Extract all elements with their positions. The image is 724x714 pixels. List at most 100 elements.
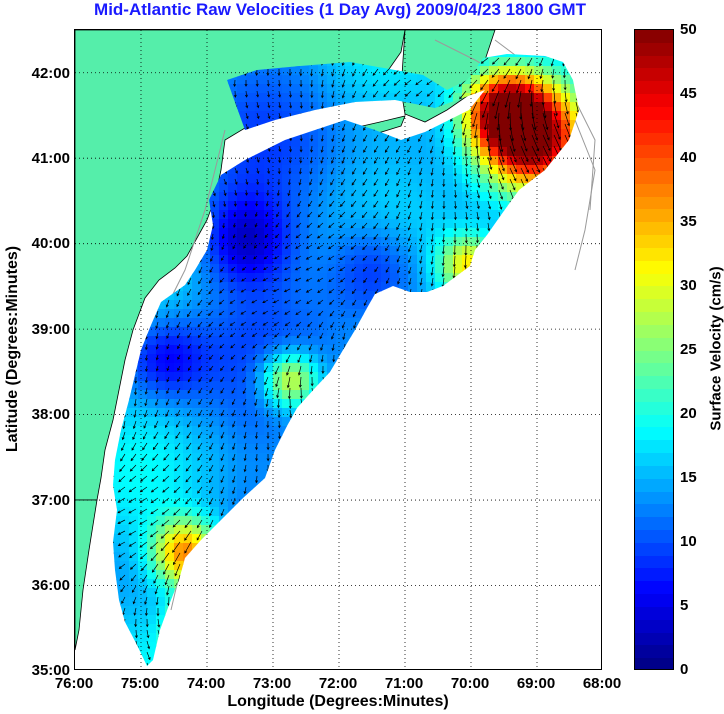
speed-cell	[489, 273, 499, 283]
speed-cell	[282, 561, 292, 571]
speed-cell	[156, 606, 166, 616]
speed-cell	[300, 174, 310, 184]
speed-cell	[390, 300, 400, 310]
speed-cell	[174, 606, 184, 616]
speed-cell	[552, 534, 562, 544]
speed-cell	[435, 93, 445, 103]
speed-cell	[282, 156, 292, 166]
speed-cell	[453, 579, 463, 589]
speed-cell	[552, 489, 562, 499]
speed-cell	[309, 579, 319, 589]
speed-cell	[282, 606, 292, 616]
speed-cell	[597, 291, 602, 301]
speed-cell	[273, 282, 283, 292]
speed-cell	[300, 579, 310, 589]
speed-cell	[408, 237, 418, 247]
speed-cell	[300, 615, 310, 625]
speed-cell	[300, 543, 310, 553]
speed-cell	[345, 282, 355, 292]
speed-cell	[291, 102, 301, 112]
speed-cell	[318, 498, 328, 508]
speed-cell	[489, 75, 499, 85]
speed-cell	[354, 390, 364, 400]
speed-cell	[201, 651, 211, 661]
speed-cell	[147, 417, 157, 427]
speed-cell	[570, 615, 579, 625]
speed-cell	[219, 426, 229, 436]
speed-cell	[210, 345, 220, 355]
speed-cell	[345, 174, 355, 184]
speed-cell	[354, 597, 364, 607]
speed-cell	[471, 624, 481, 634]
speed-cell	[435, 120, 445, 130]
speed-cell	[255, 489, 265, 499]
speed-cell	[381, 498, 391, 508]
speed-cell	[399, 417, 409, 427]
speed-cell	[156, 579, 166, 589]
speed-cell	[498, 120, 508, 130]
speed-cell	[318, 489, 328, 499]
speed-cell	[120, 534, 130, 544]
speed-cell	[273, 219, 283, 229]
speed-cell	[561, 453, 571, 463]
speed-cell	[588, 525, 598, 535]
speed-cell	[219, 525, 229, 535]
speed-cell	[192, 255, 202, 265]
speed-cell	[453, 255, 463, 265]
speed-cell	[390, 129, 400, 139]
speed-cell	[354, 291, 364, 301]
speed-cell	[120, 597, 130, 607]
speed-cell	[390, 426, 400, 436]
speed-cell	[246, 309, 256, 319]
speed-cell	[570, 642, 579, 652]
speed-cell	[165, 534, 175, 544]
speed-cell	[102, 498, 112, 508]
speed-cell	[345, 318, 355, 328]
speed-cell	[426, 165, 436, 175]
speed-cell	[309, 498, 319, 508]
speed-cell	[228, 336, 238, 346]
speed-cell	[246, 543, 256, 553]
velocity-vector	[233, 200, 237, 207]
speed-cell	[543, 426, 553, 436]
speed-cell	[579, 264, 589, 274]
velocity-vector	[267, 123, 271, 130]
speed-cell	[345, 588, 355, 598]
velocity-vector	[363, 145, 368, 153]
speed-cell	[129, 408, 139, 418]
speed-cell	[534, 543, 544, 553]
speed-cell	[399, 543, 409, 553]
velocity-vector	[245, 167, 249, 174]
speed-cell	[138, 669, 148, 670]
speed-cell	[282, 615, 292, 625]
speed-cell	[228, 507, 238, 517]
velocity-vector	[430, 167, 434, 176]
speed-cell	[498, 570, 508, 580]
velocity-vector	[480, 57, 489, 64]
speed-cell	[237, 381, 247, 391]
speed-cell	[561, 273, 571, 283]
speed-cell	[246, 237, 256, 247]
speed-cell	[516, 165, 526, 175]
speed-cell	[327, 642, 337, 652]
speed-cell	[534, 264, 544, 274]
speed-cell	[129, 489, 139, 499]
speed-cell	[552, 624, 562, 634]
velocity-vector	[298, 178, 302, 186]
speed-cell	[534, 462, 544, 472]
speed-cell	[516, 390, 526, 400]
speed-cell	[408, 615, 418, 625]
speed-cell	[516, 183, 526, 193]
velocity-vector	[550, 54, 555, 55]
speed-cell	[381, 426, 391, 436]
speed-cell	[336, 444, 346, 454]
speed-cell	[471, 300, 481, 310]
velocity-vector	[573, 54, 577, 56]
speed-cell	[597, 138, 602, 148]
speed-cell	[462, 426, 472, 436]
speed-cell	[444, 534, 454, 544]
speed-cell	[435, 507, 445, 517]
speed-cell	[498, 30, 508, 40]
speed-cell	[93, 624, 103, 634]
speed-cell	[561, 309, 571, 319]
